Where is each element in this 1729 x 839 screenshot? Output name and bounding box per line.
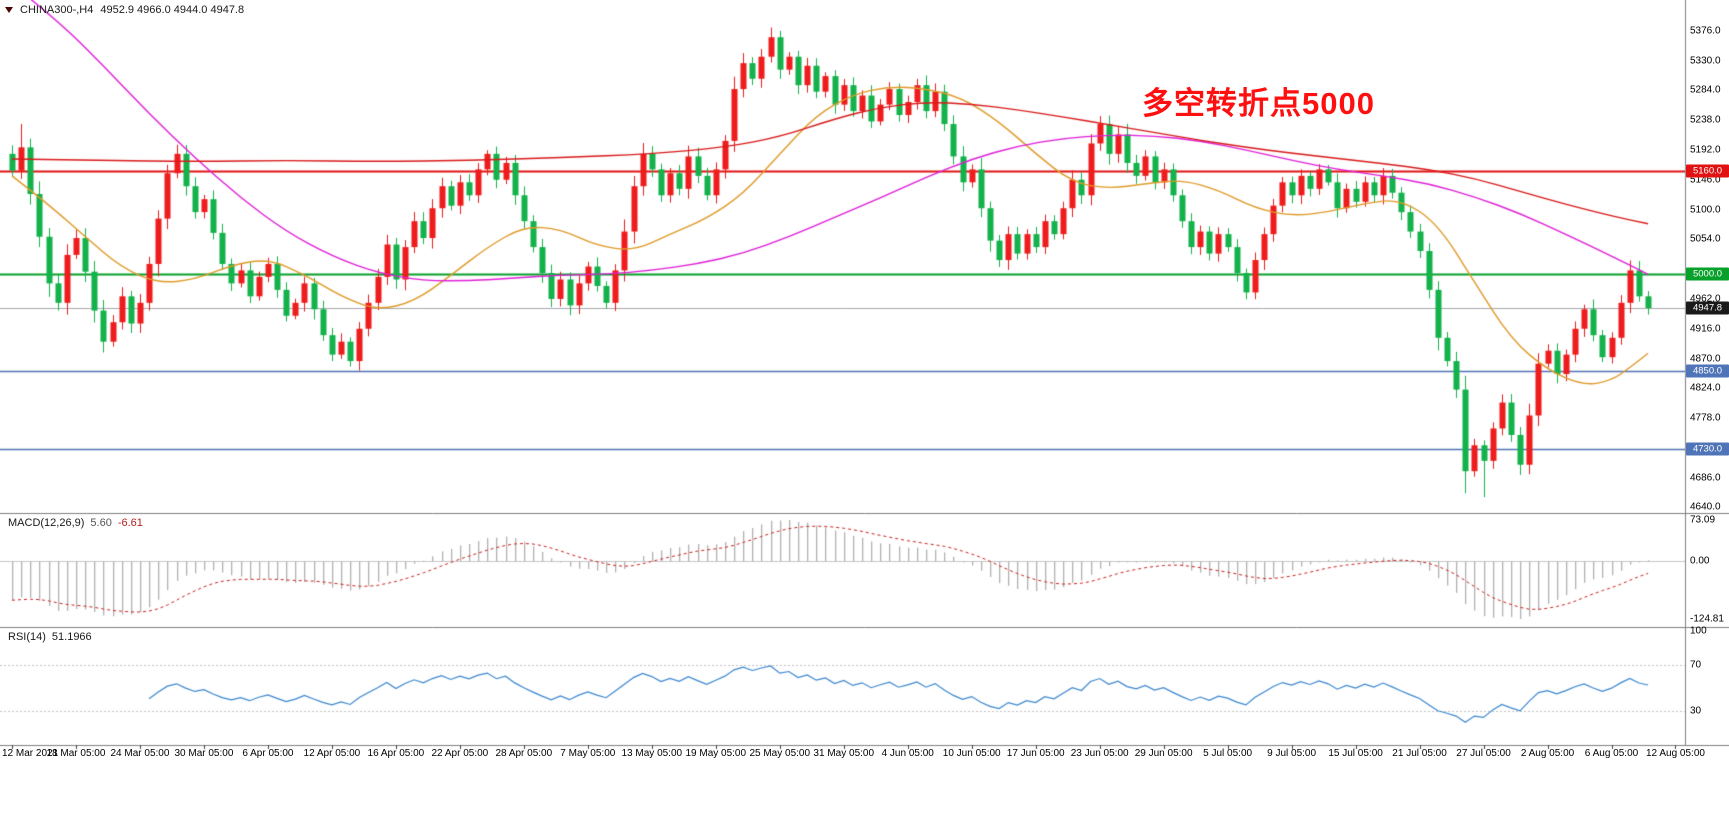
time-tick-label: 6 Apr 05:00 xyxy=(242,748,294,759)
symbol-period-label: CHINA300-,H4 xyxy=(20,4,94,16)
time-tick-label: 10 Jun 05:00 xyxy=(942,748,1001,759)
time-tick-label: 22 Apr 05:00 xyxy=(431,748,489,759)
symbol-title-row: CHINA300-,H4 4952.9 4966.0 4944.0 4947.8 xyxy=(5,4,244,16)
price-tick-label: 5376.0 xyxy=(1690,25,1721,37)
level-price-badge: 5000.0 xyxy=(1686,267,1729,281)
price-tick-label: 5054.0 xyxy=(1690,233,1721,245)
time-tick-label: 13 May 05:00 xyxy=(621,748,683,759)
current-price-badge: 4947.8 xyxy=(1686,301,1729,315)
price-tick-label: 4824.0 xyxy=(1690,382,1721,394)
time-tick-label: 12 Apr 05:00 xyxy=(303,748,361,759)
macd-axis-label: 73.09 xyxy=(1690,514,1716,526)
rsi-axis-label: 30 xyxy=(1690,705,1702,717)
time-tick-label: 16 Apr 05:00 xyxy=(367,748,425,759)
price-tick-label: 5284.0 xyxy=(1690,84,1721,96)
time-tick-label: 31 May 05:00 xyxy=(813,748,875,759)
rsi-name-label: RSI(14) xyxy=(8,631,46,643)
time-tick-label: 5 Jul 05:00 xyxy=(1203,748,1253,759)
time-tick-label: 21 Jul 05:00 xyxy=(1392,748,1447,759)
price-tick-label: 4640.0 xyxy=(1690,501,1721,513)
macd-main-value: 5.60 xyxy=(90,517,112,529)
rsi-indicator-label: RSI(14) 51.1966 xyxy=(8,631,92,643)
price-tick-label: 5330.0 xyxy=(1690,55,1721,67)
time-tick-label: 28 Apr 05:00 xyxy=(495,748,553,759)
price-tick-label: 4916.0 xyxy=(1690,323,1721,335)
price-tick-label: 4686.0 xyxy=(1690,472,1721,484)
level-price-badge: 5160.0 xyxy=(1686,164,1729,178)
macd-indicator-label: MACD(12,26,9) 5.60 -6.61 xyxy=(8,517,143,529)
price-tick-label: 5192.0 xyxy=(1690,144,1721,156)
time-tick-label: 9 Jul 05:00 xyxy=(1267,748,1317,759)
time-tick-label: 23 Jun 05:00 xyxy=(1070,748,1129,759)
time-tick-label: 17 Jun 05:00 xyxy=(1006,748,1065,759)
price-tick-label: 5238.0 xyxy=(1690,114,1721,126)
level-price-badge: 4730.0 xyxy=(1686,442,1729,456)
macd-name-label: MACD(12,26,9) xyxy=(8,517,85,529)
time-tick-label: 18 Mar 05:00 xyxy=(46,748,106,759)
level-price-badge: 4850.0 xyxy=(1686,364,1729,378)
time-tick-label: 7 May 05:00 xyxy=(560,748,616,759)
price-tick-label: 4870.0 xyxy=(1690,353,1721,364)
time-tick-label: 12 Aug 05:00 xyxy=(1645,748,1705,759)
macd-axis-label: -124.81 xyxy=(1690,613,1724,625)
macd-signal-value: -6.61 xyxy=(117,517,143,529)
price-tick-label: 5100.0 xyxy=(1690,204,1721,216)
time-tick-label: 4 Jun 05:00 xyxy=(881,748,934,759)
rsi-axis-label: 100 xyxy=(1690,625,1707,636)
chart-text-annotation[interactable]: 多空转折点5000 xyxy=(1142,86,1375,121)
price-tick-label: 4778.0 xyxy=(1690,412,1721,424)
time-tick-label: 19 May 05:00 xyxy=(685,748,747,759)
price-tick-label: 5146.0 xyxy=(1690,174,1721,186)
time-tick-label: 25 May 05:00 xyxy=(749,748,811,759)
time-tick-label: 12 Mar 2021 xyxy=(2,748,59,759)
time-tick-label: 2 Aug 05:00 xyxy=(1520,748,1575,759)
macd-axis-label: 0.00 xyxy=(1690,555,1710,567)
time-tick-label: 30 Mar 05:00 xyxy=(174,748,234,759)
time-tick-label: 6 Aug 05:00 xyxy=(1584,748,1639,759)
rsi-value: 51.1966 xyxy=(51,631,92,643)
time-tick-label: 27 Jul 05:00 xyxy=(1456,748,1511,759)
ohlc-values-label: 4952.9 4966.0 4944.0 4947.8 xyxy=(100,4,245,16)
time-tick-label: 29 Jun 05:00 xyxy=(1134,748,1193,759)
rsi-axis-label: 70 xyxy=(1690,659,1702,671)
time-tick-label: 24 Mar 05:00 xyxy=(110,748,170,759)
price-tick-label: 4962.0 xyxy=(1690,293,1721,305)
symbol-dropdown-icon[interactable] xyxy=(5,7,13,13)
time-tick-label: 15 Jul 05:00 xyxy=(1328,748,1383,759)
